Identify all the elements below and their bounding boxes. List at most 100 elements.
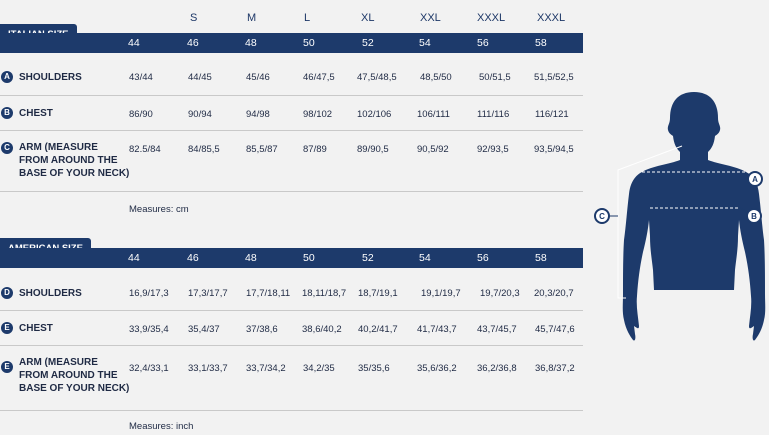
table-cell: 18,11/18,7 [302, 288, 347, 299]
table-cell: 90/94 [188, 109, 212, 120]
table-cell: 38,6/40,2 [302, 324, 342, 335]
table-cell: 17,3/17,7 [188, 288, 228, 299]
table-cell: 47,5/48,5 [357, 72, 397, 83]
row-label: BASE OF YOUR NECK) [19, 383, 130, 394]
row-label: CHEST [19, 108, 53, 119]
row-divider [0, 410, 583, 411]
body-silhouette [622, 92, 766, 341]
row-divider [0, 191, 583, 192]
size-number: 50 [303, 37, 315, 49]
table-cell: 87/89 [303, 144, 327, 155]
size-number: 48 [245, 37, 257, 49]
row-divider [0, 130, 583, 131]
table-cell: 89/90,5 [357, 144, 389, 155]
table-cell: 33,1/33,7 [188, 363, 228, 374]
row-label: SHOULDERS [19, 288, 82, 299]
marker-a-label: A [752, 175, 758, 184]
table-cell: 34,2/35 [303, 363, 335, 374]
row-badge: A [1, 71, 13, 83]
row-label: FROM AROUND THE [19, 370, 118, 381]
row-divider [0, 345, 583, 346]
size-number: 46 [187, 252, 199, 264]
measures-unit: Measures: cm [129, 204, 189, 215]
row-divider [0, 310, 583, 311]
table-cell: 84/85,5 [188, 144, 220, 155]
marker-a-icon [747, 171, 763, 187]
size-letter: XXXL [477, 12, 506, 24]
table-cell: 41,7/43,7 [417, 324, 457, 335]
marker-b-label: B [751, 212, 757, 221]
table-cell: 33,7/34,2 [246, 363, 286, 374]
table-cell: 48,5/50 [420, 72, 452, 83]
table-cell: 94/98 [246, 109, 270, 120]
table-cell: 36,2/36,8 [477, 363, 517, 374]
size-number: 50 [303, 252, 315, 264]
size-letter: L [304, 12, 311, 24]
italian-size-header: 44 46 48 50 52 54 56 58 [0, 33, 583, 53]
marker-c-label: C [599, 212, 605, 221]
row-badge: E [1, 361, 13, 373]
row-badge: C [1, 142, 13, 154]
size-letter: XL [361, 12, 375, 24]
size-number: 56 [477, 252, 489, 264]
body-silhouette-icon: A B C [594, 92, 766, 341]
size-letter: XXL [420, 12, 441, 24]
row-badge: E [1, 322, 13, 334]
table-cell: 19,7/20,3 [480, 288, 520, 299]
table-cell: 111/116 [477, 109, 510, 120]
size-number: 44 [128, 37, 140, 49]
table-cell: 106/111 [417, 109, 450, 120]
row-label: ARM (MEASURE [19, 357, 98, 368]
size-number: 52 [362, 37, 374, 49]
size-number: 56 [477, 37, 489, 49]
table-cell: 18,7/19,1 [358, 288, 398, 299]
american-size-header: 44 46 48 50 52 54 56 58 [0, 248, 583, 268]
table-cell: 17,7/18,11 [246, 288, 291, 299]
row-label: FROM AROUND THE [19, 155, 118, 166]
table-cell: 46/47,5 [303, 72, 335, 83]
table-cell: 50/51,5 [479, 72, 511, 83]
table-cell: 90,5/92 [417, 144, 449, 155]
row-label: SHOULDERS [19, 72, 82, 83]
size-number: 58 [535, 37, 547, 49]
table-cell: 92/93,5 [477, 144, 509, 155]
size-number: 52 [362, 252, 374, 264]
row-divider [0, 95, 583, 96]
body-figure: A B C [590, 80, 769, 350]
size-letter: XXXL [537, 12, 566, 24]
table-cell: 82.5/84 [129, 144, 161, 155]
table-cell: 32,4/33,1 [129, 363, 169, 374]
size-number: 58 [535, 252, 547, 264]
size-letter: S [190, 12, 198, 24]
row-label: CHEST [19, 323, 53, 334]
table-cell: 35,4/37 [188, 324, 220, 335]
table-cell: 16,9/17,3 [129, 288, 169, 299]
table-cell: 51,5/52,5 [534, 72, 574, 83]
table-cell: 45/46 [246, 72, 270, 83]
table-cell: 102/106 [357, 109, 392, 120]
table-cell: 19,1/19,7 [421, 288, 461, 299]
table-cell: 40,2/41,7 [358, 324, 398, 335]
table-cell: 20,3/20,7 [534, 288, 574, 299]
table-cell: 86/90 [129, 109, 153, 120]
row-label: ARM (MEASURE [19, 142, 98, 153]
table-cell: 43/44 [129, 72, 153, 83]
table-cell: 35,6/36,2 [417, 363, 457, 374]
size-number: 46 [187, 37, 199, 49]
row-label: BASE OF YOUR NECK) [19, 168, 130, 179]
table-cell: 37/38,6 [246, 324, 278, 335]
table-cell: 45,7/47,6 [535, 324, 575, 335]
table-cell: 43,7/45,7 [477, 324, 517, 335]
table-cell: 35/35,6 [358, 363, 390, 374]
row-badge: B [1, 107, 13, 119]
table-cell: 116/121 [535, 109, 569, 120]
table-cell: 33,9/35,4 [129, 324, 169, 335]
row-badge: D [1, 287, 13, 299]
table-cell: 85,5/87 [246, 144, 278, 155]
size-number: 44 [128, 252, 140, 264]
arm-line [617, 145, 683, 299]
table-cell: 93,5/94,5 [534, 144, 574, 155]
size-number: 54 [419, 252, 431, 264]
size-letter: M [247, 12, 257, 24]
size-number: 48 [245, 252, 257, 264]
